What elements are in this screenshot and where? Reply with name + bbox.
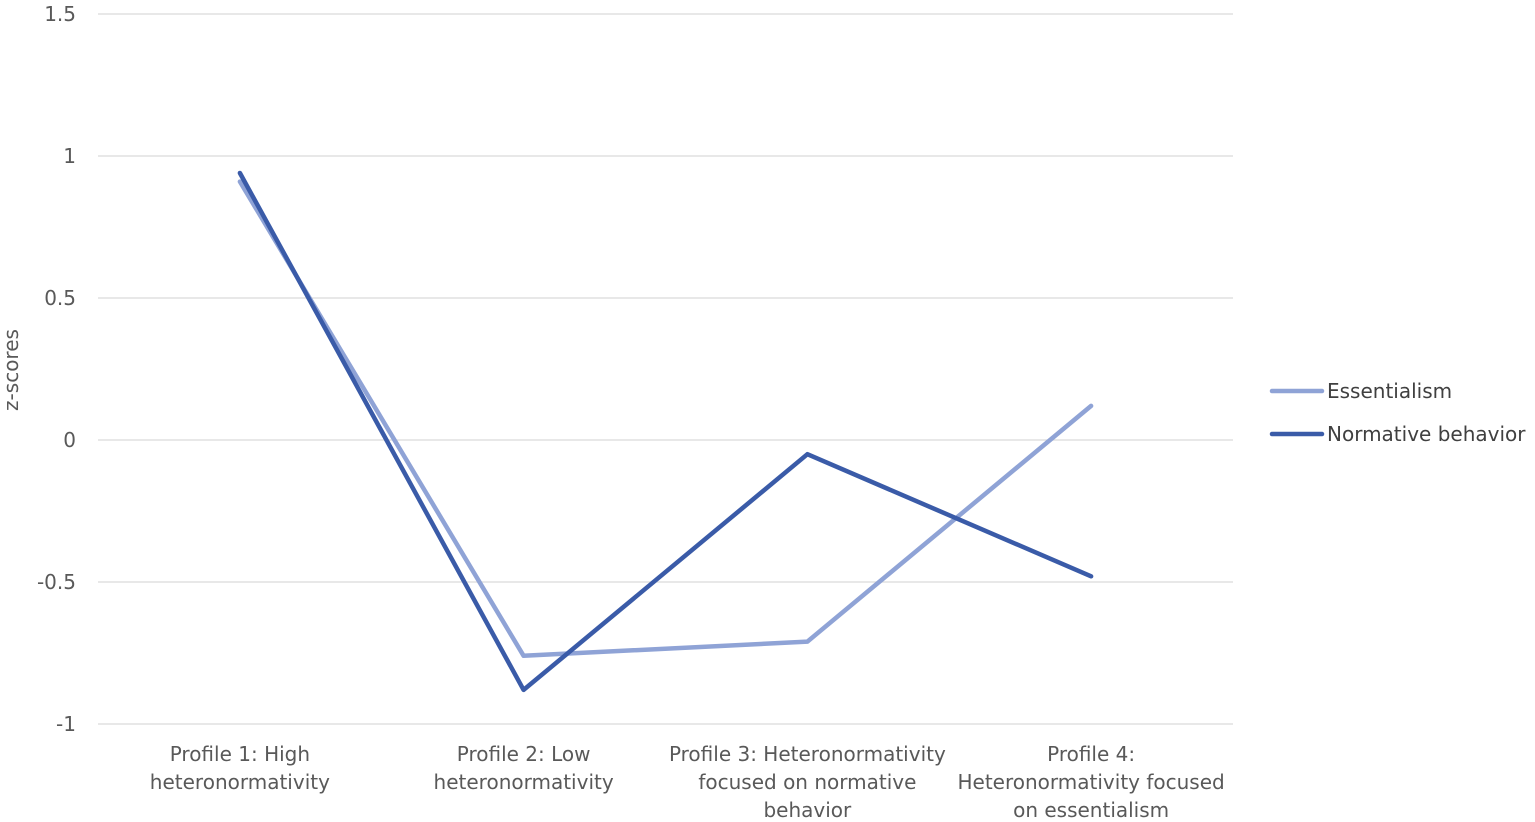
series-lines [237, 170, 1094, 693]
gridlines [98, 13, 1233, 725]
y-tick-label: -1 [56, 712, 76, 736]
legend-label: Normative behavior [1327, 422, 1526, 446]
x-category-label: Profile 2: Low heteronormativity [434, 742, 614, 794]
y-tick-label: 0 [63, 428, 76, 452]
x-category-label: Profile 3: Heteronormativity focused on n… [669, 742, 946, 822]
legend: Essentialism Normative behavior [1269, 379, 1526, 446]
series-line-normative-behavior [237, 170, 1094, 693]
x-axis-category-labels: Profile 1: High heteronormativity Profile … [150, 742, 1225, 822]
y-tick-label: -0.5 [37, 570, 76, 594]
y-tick-label: 1 [63, 144, 76, 168]
legend-label: Essentialism [1327, 379, 1452, 403]
x-category-label: Profile 4: Heteronormativity focused on es… [958, 742, 1225, 822]
series-line-essentialism [237, 179, 1094, 659]
y-tick-label: 1.5 [44, 2, 76, 26]
y-tick-label: 0.5 [44, 286, 76, 310]
y-axis-title: z-scores [0, 329, 23, 411]
x-category-label: Profile 1: High heteronormativity [150, 742, 330, 794]
y-axis-tick-labels: 1.5 1 0.5 0 -0.5 -1 [37, 2, 76, 736]
